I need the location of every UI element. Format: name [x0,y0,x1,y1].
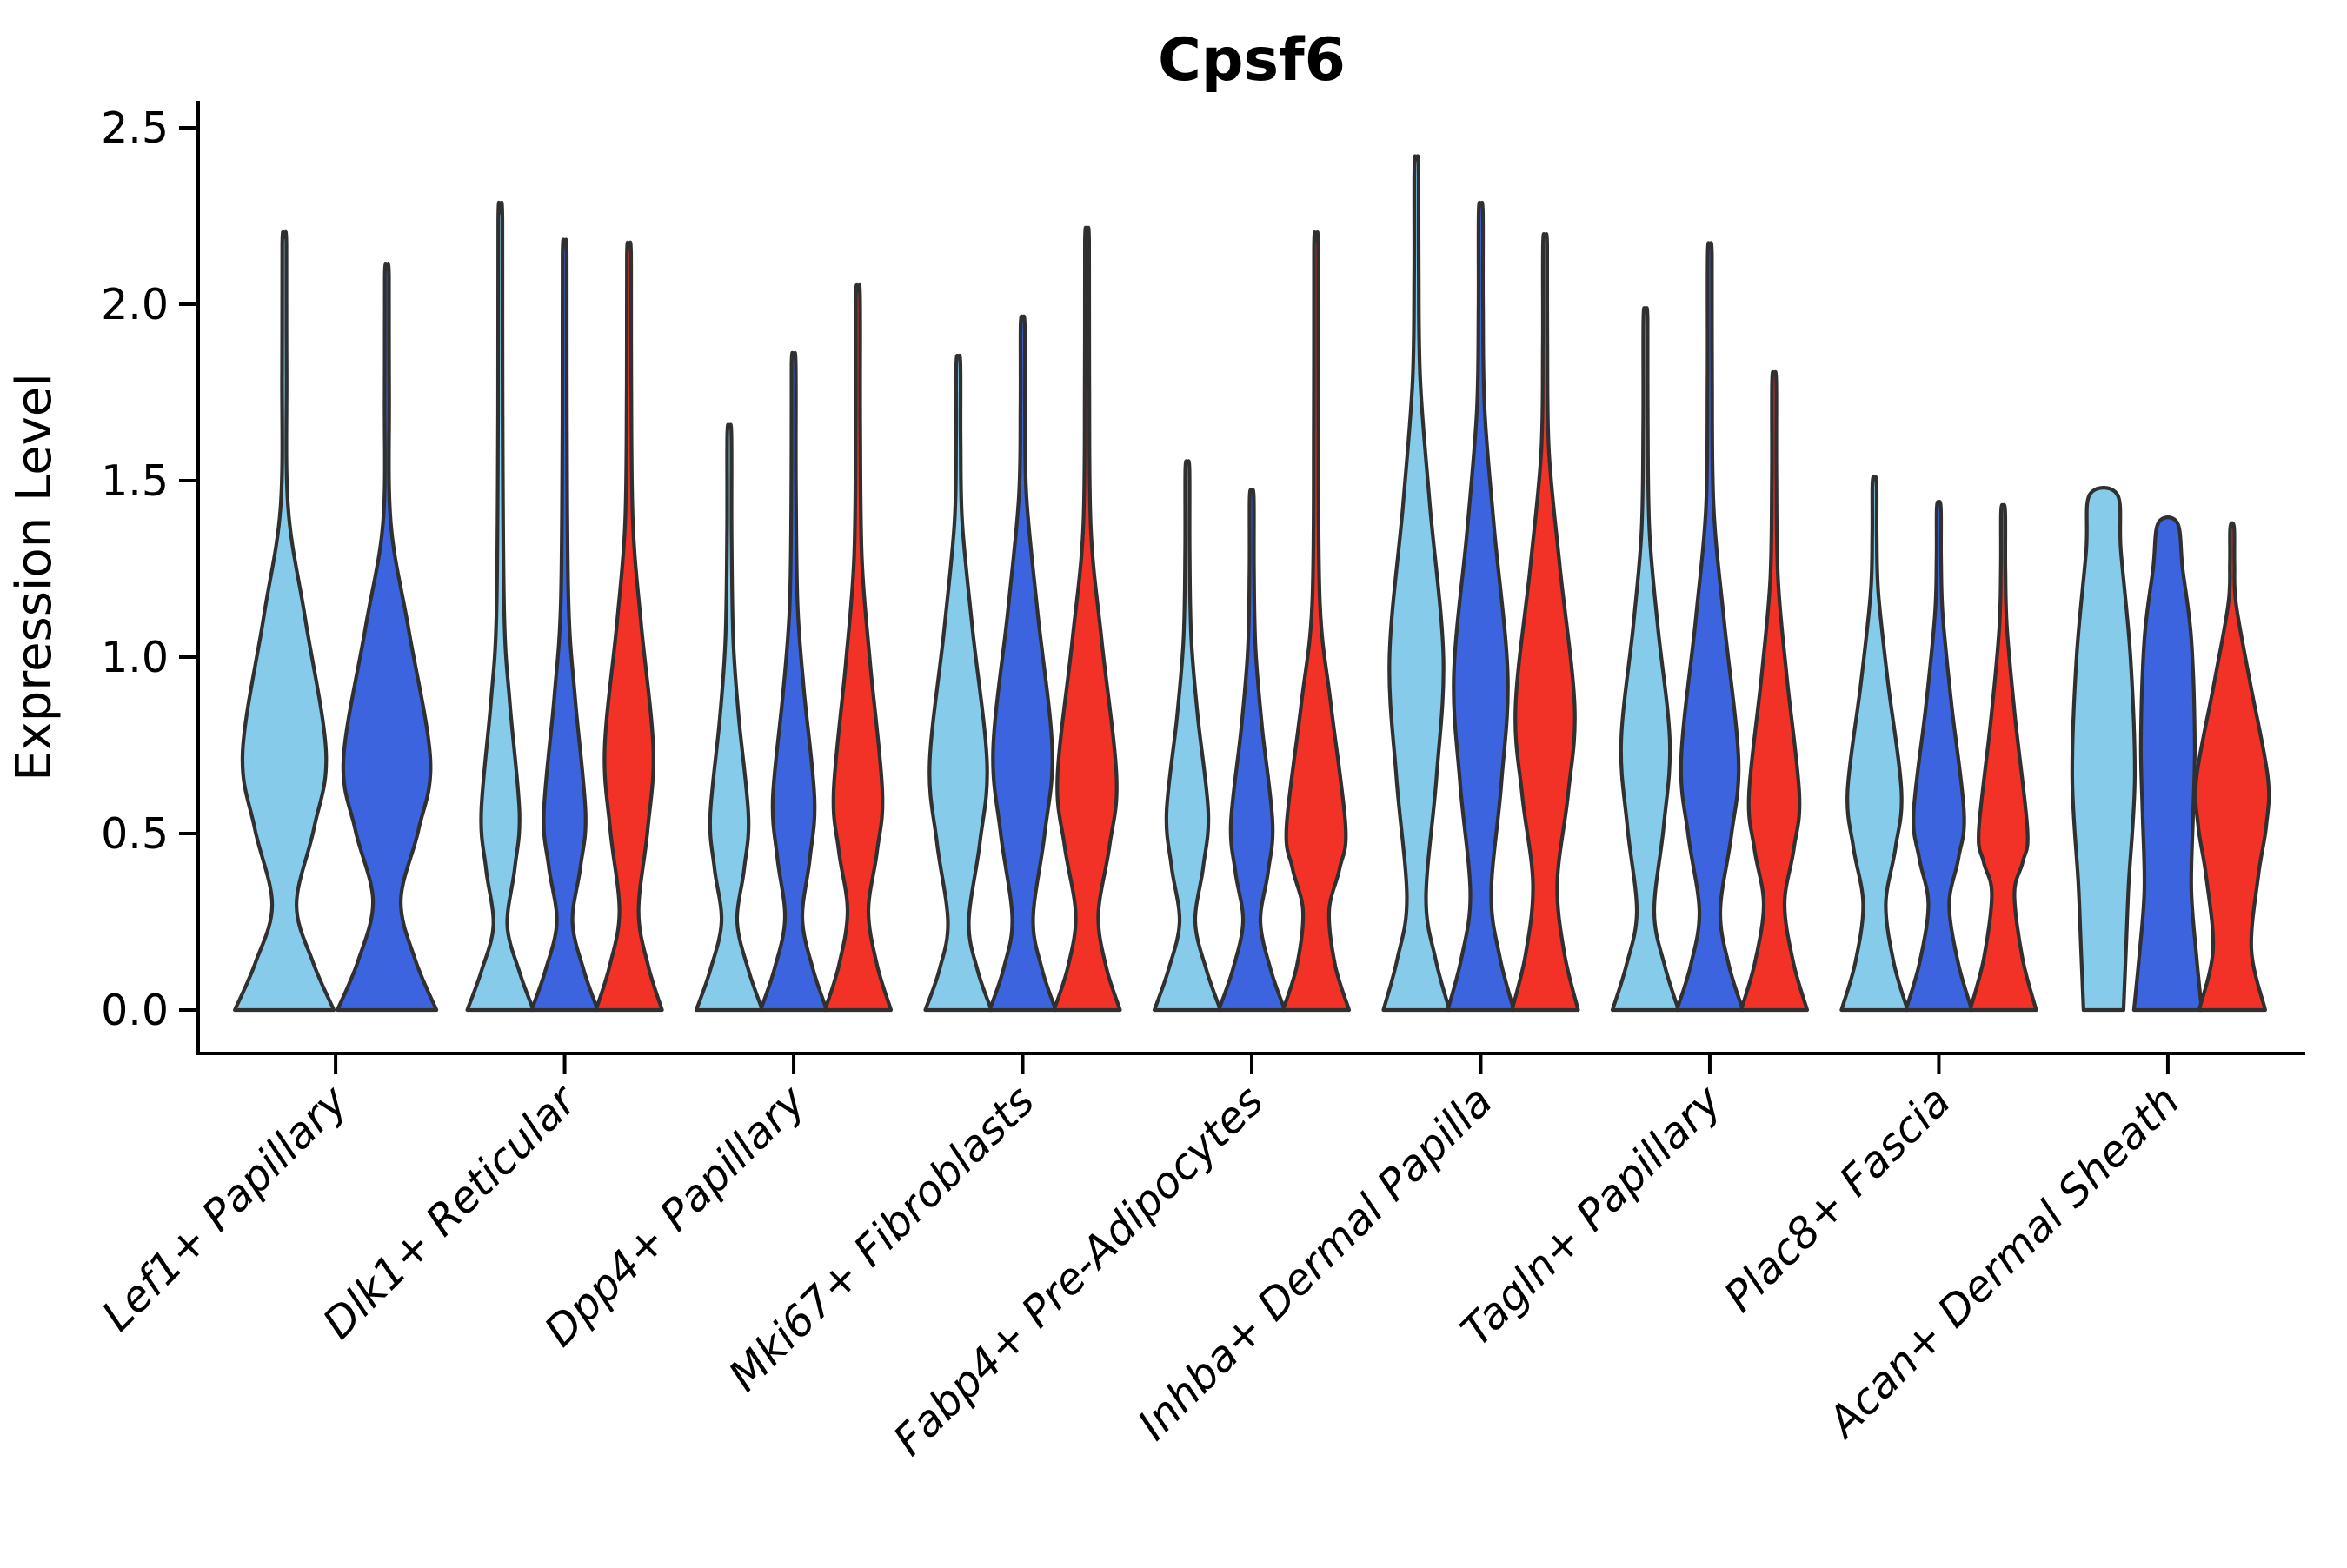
violins-layer [233,154,2271,1013]
violin-fabp4-pre-adipocytes-blue [1216,488,1287,1013]
violin-dlk1-reticular-red [594,240,664,1013]
x-tick-label: Dlk1+ Reticular [314,1074,588,1348]
violin-plac8-fascia-blue [1904,500,1974,1013]
violin-acan-dermal-sheath-blue [2131,515,2204,1013]
y-tick-label: 0.0 [101,986,169,1035]
violin-plac8-fascia-red [1968,502,2038,1013]
y-tick-label: 2.0 [101,280,169,329]
violin-fabp4-pre-adipocytes-red [1280,230,1352,1013]
violin-dpp4-papillary-red [822,282,894,1013]
violin-lef1-papillary-blue [336,262,439,1013]
violin-inhba-dermal-papilla-blue [1446,200,1516,1013]
y-axis-label: Expression Level [6,373,63,781]
violin-mki67-fibroblasts-red [1052,225,1122,1013]
violin-mki67-fibroblasts-lightblue [923,353,994,1013]
violin-acan-dermal-sheath-lightblue [2070,486,2138,1013]
chart-title: Cpsf6 [1158,26,1346,95]
violin-fabp4-pre-adipocytes-lightblue [1152,459,1223,1013]
violin-acan-dermal-sheath-red [2193,521,2271,1013]
y-tick-label: 1.5 [101,456,169,506]
x-tick-label: Lef1+ Papillary [92,1075,357,1340]
violin-tagln-papillary-blue [1674,241,1745,1013]
violin-plac8-fascia-lightblue [1839,475,1910,1013]
x-tick-label: Fabp4+ Pre-Adipocytes [884,1076,1273,1465]
violin-lef1-papillary-lightblue [233,229,336,1013]
violin-dlk1-reticular-lightblue [465,201,535,1013]
violin-dlk1-reticular-blue [529,237,600,1013]
violin-mki67-fibroblasts-blue [987,314,1058,1013]
violin-tagln-papillary-lightblue [1610,306,1681,1013]
y-tick-label: 0.5 [101,809,169,859]
violin-inhba-dermal-papilla-lightblue [1381,154,1452,1013]
y-axis-ticks: 0.0 0.5 1.0 1.5 2.0 2.5 [101,103,198,1035]
y-tick-label: 2.5 [101,103,169,153]
violin-tagln-papillary-red [1739,369,1810,1013]
x-tick-label: Plac8+ Fascia [1715,1076,1960,1321]
violin-dpp4-papillary-blue [758,350,829,1013]
violin-inhba-dermal-papilla-red [1510,232,1580,1013]
y-tick-label: 1.0 [101,633,169,682]
violin-dpp4-papillary-lightblue [694,422,765,1013]
